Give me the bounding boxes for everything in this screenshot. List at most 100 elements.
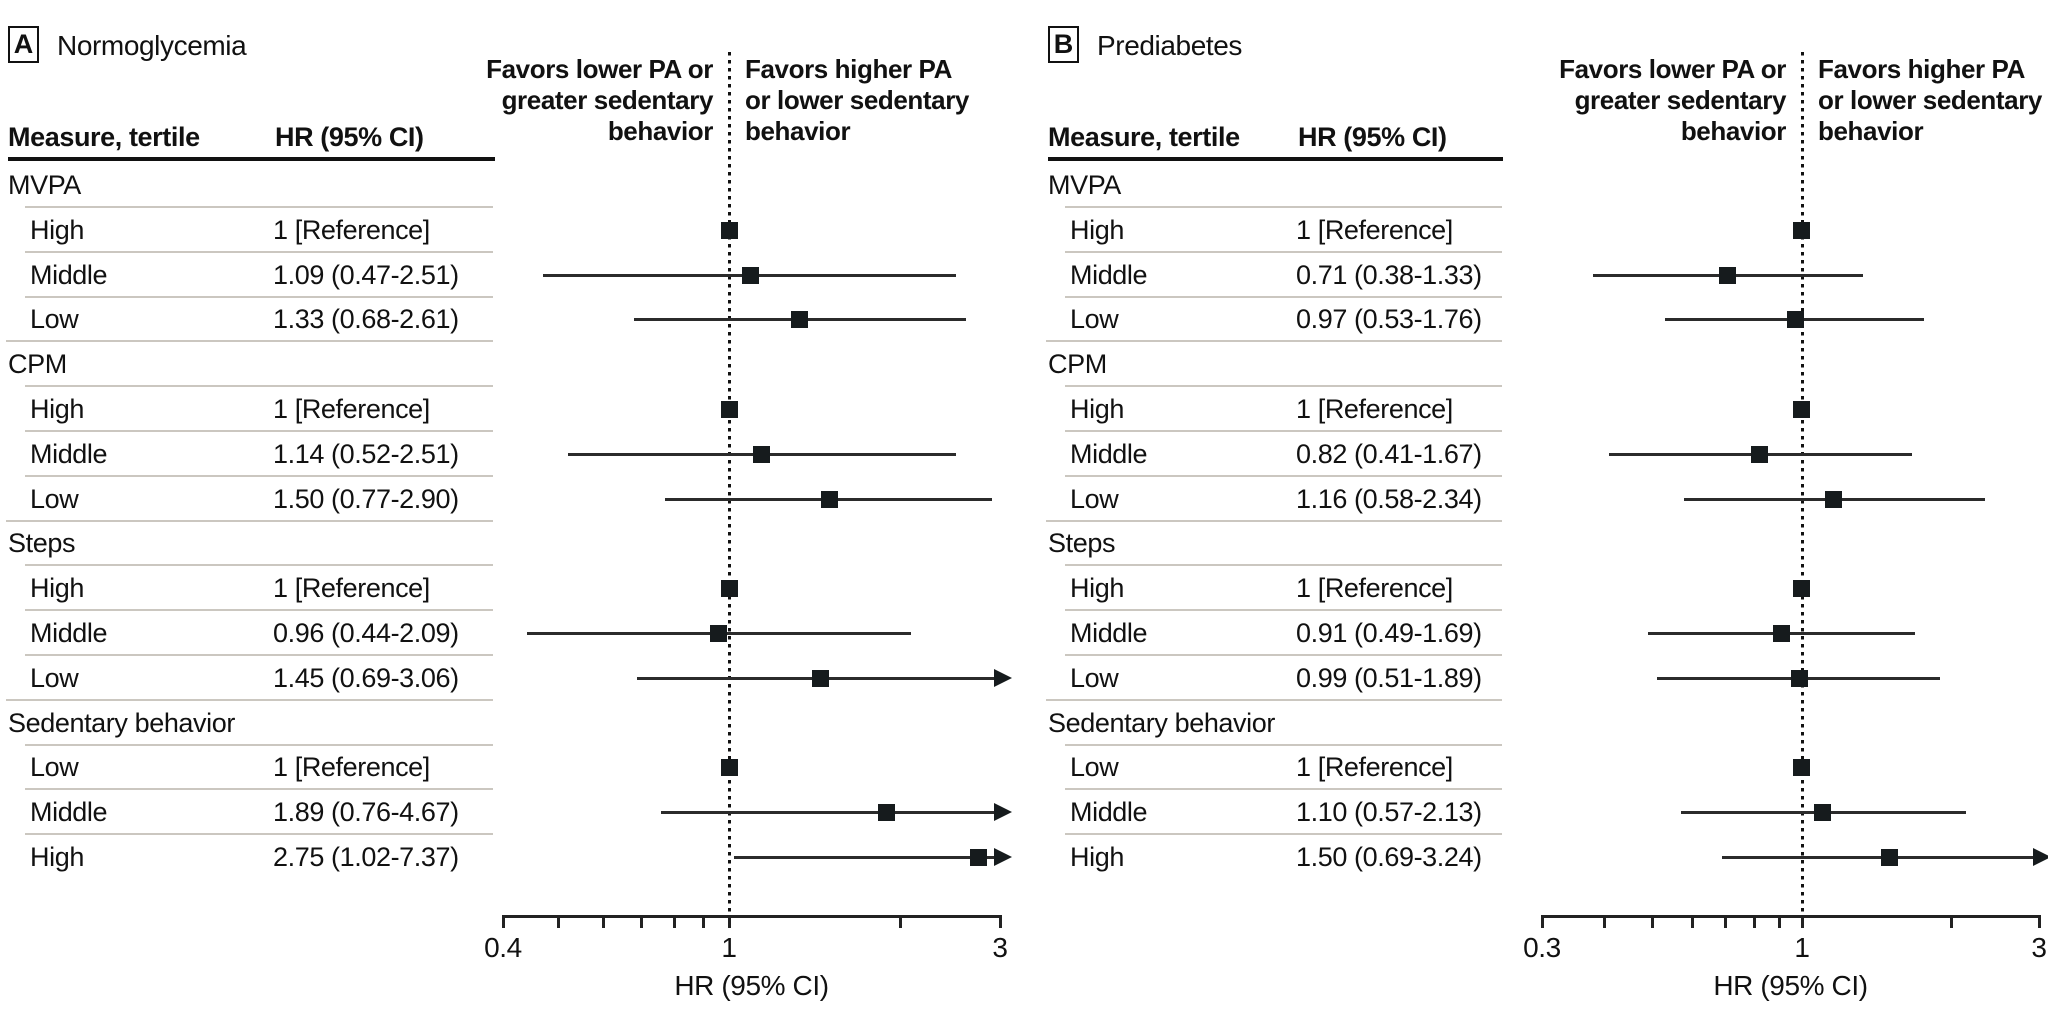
- axis-tick: [502, 915, 505, 928]
- favors-left-label: Favors lower PA or greater sedentary beh…: [1559, 54, 1786, 146]
- row-separator: [25, 788, 493, 790]
- row-separator: [25, 744, 493, 746]
- row-separator: [1046, 699, 1502, 701]
- row-separator: [1046, 340, 1502, 342]
- axis-tick: [1603, 915, 1606, 928]
- hr-marker: [1773, 625, 1790, 642]
- tertile-label: Middle: [30, 797, 108, 827]
- hr-marker: [753, 446, 770, 463]
- axis-tick: [728, 915, 731, 928]
- hr-marker: [742, 267, 759, 284]
- axis-tick: [1950, 915, 1953, 928]
- tertile-label: High: [30, 394, 84, 424]
- reference-line: [728, 52, 731, 917]
- axis-tick: [899, 915, 902, 928]
- tertile-label: Low: [30, 752, 79, 782]
- hr-marker: [1814, 804, 1831, 821]
- axis-title: HR (95% CI): [1713, 970, 1868, 1001]
- hr-marker: [812, 670, 829, 687]
- axis-tick: [1753, 915, 1756, 928]
- row-separator: [1046, 520, 1502, 522]
- panel-label: A: [8, 26, 39, 63]
- favors-right-label: Favors higher PA or lower sedentary beha…: [1818, 54, 2042, 146]
- tertile-label: Middle: [30, 260, 108, 290]
- col-header-measure: Measure, tertile: [8, 122, 200, 152]
- ci-arrow-icon: [994, 848, 1012, 866]
- axis-tick: [602, 915, 605, 928]
- hr-value: 2.75 (1.02-7.37): [273, 842, 459, 872]
- hr-marker: [1793, 401, 1810, 418]
- header-rule: [8, 157, 495, 161]
- hr-value: 1 [Reference]: [1296, 752, 1453, 782]
- hr-marker: [970, 849, 987, 866]
- axis-tick: [1724, 915, 1727, 928]
- hr-value: 1 [Reference]: [273, 573, 430, 603]
- row-separator: [25, 296, 493, 298]
- tertile-label: Low: [30, 304, 79, 334]
- hr-value: 1.50 (0.69-3.24): [1296, 842, 1482, 872]
- row-separator: [1065, 475, 1502, 477]
- axis-tick-label: 3: [992, 932, 1008, 963]
- hr-value: 1 [Reference]: [273, 752, 430, 782]
- axis-tick: [673, 915, 676, 928]
- hr-value: 1.33 (0.68-2.61): [273, 304, 459, 334]
- axis-tick: [1541, 915, 1544, 928]
- hr-marker: [721, 401, 738, 418]
- hr-marker: [878, 804, 895, 821]
- hr-value: 1.10 (0.57-2.13): [1296, 797, 1482, 827]
- row-separator: [1065, 251, 1502, 253]
- hr-value: 1 [Reference]: [273, 394, 430, 424]
- hr-value: 0.97 (0.53-1.76): [1296, 304, 1482, 334]
- tertile-label: Middle: [30, 618, 108, 648]
- row-separator: [25, 475, 493, 477]
- tertile-label: Middle: [1070, 260, 1148, 290]
- tertile-label: Middle: [1070, 439, 1148, 469]
- ci-line: [1722, 856, 2039, 859]
- axis-tick: [2038, 915, 2041, 928]
- hr-value: 1.14 (0.52-2.51): [273, 439, 459, 469]
- row-separator: [1065, 609, 1502, 611]
- hr-value: 1.45 (0.69-3.06): [273, 663, 459, 693]
- row-separator: [1065, 833, 1502, 835]
- hr-value: 0.82 (0.41-1.67): [1296, 439, 1482, 469]
- favors-right-label: Favors higher PA or lower sedentary beha…: [745, 54, 969, 146]
- row-separator: [1065, 788, 1502, 790]
- ci-arrow-icon: [994, 669, 1012, 687]
- hr-marker: [1825, 491, 1842, 508]
- col-header-hr: HR (95% CI): [1298, 122, 1447, 152]
- reference-line: [1800, 52, 1804, 917]
- tertile-label: Middle: [1070, 797, 1148, 827]
- hr-marker: [1787, 311, 1804, 328]
- tertile-label: Low: [1070, 752, 1119, 782]
- group-label: Sedentary behavior: [1048, 708, 1275, 738]
- axis-tick: [1801, 915, 1804, 928]
- axis-tick: [999, 915, 1002, 928]
- hr-value: 1 [Reference]: [1296, 394, 1453, 424]
- row-separator: [1065, 385, 1502, 387]
- axis-tick: [640, 915, 643, 928]
- group-label: Steps: [8, 528, 76, 558]
- tertile-label: Low: [30, 663, 79, 693]
- tertile-label: High: [1070, 842, 1124, 872]
- axis-tick: [702, 915, 705, 928]
- hr-marker: [721, 222, 738, 239]
- row-separator: [25, 206, 493, 208]
- ci-line: [734, 856, 1000, 859]
- axis-line: [502, 915, 1002, 918]
- hr-value: 0.71 (0.38-1.33): [1296, 260, 1482, 290]
- axis-tick-label: 0.4: [484, 932, 522, 963]
- hr-marker: [791, 311, 808, 328]
- hr-marker: [821, 491, 838, 508]
- tertile-label: High: [1070, 394, 1124, 424]
- group-label: MVPA: [8, 170, 81, 200]
- col-header-measure: Measure, tertile: [1048, 122, 1240, 152]
- hr-value: 1.89 (0.76-4.67): [273, 797, 459, 827]
- row-separator: [1065, 296, 1502, 298]
- row-separator: [1065, 430, 1502, 432]
- hr-marker: [1881, 849, 1898, 866]
- group-label: Sedentary behavior: [8, 708, 235, 738]
- axis-title: HR (95% CI): [674, 970, 829, 1001]
- hr-value: 0.99 (0.51-1.89): [1296, 663, 1482, 693]
- hr-marker: [721, 759, 738, 776]
- hr-value: 1 [Reference]: [1296, 215, 1453, 245]
